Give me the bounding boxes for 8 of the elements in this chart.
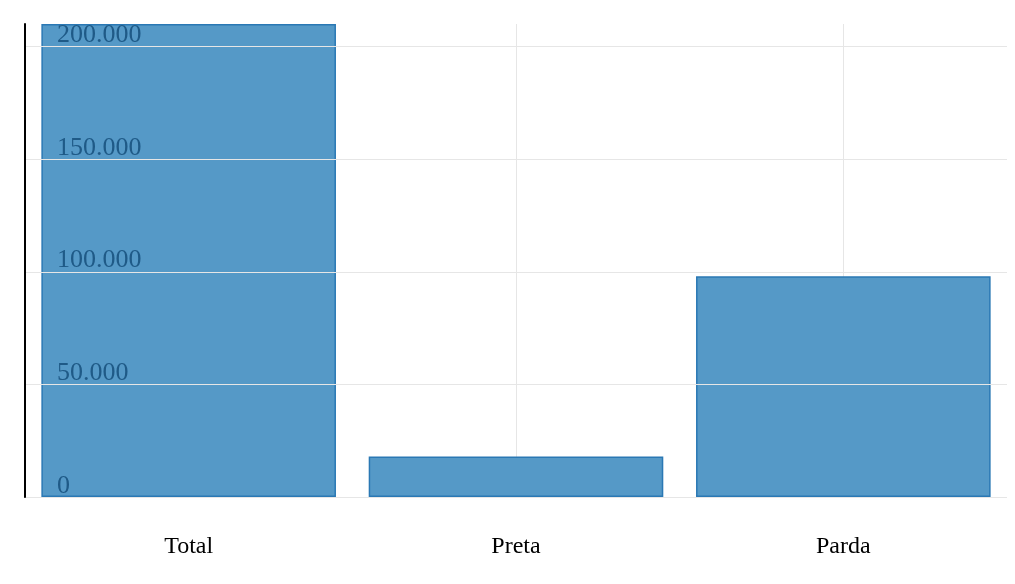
y-tick-label: 0 <box>57 469 70 499</box>
y-tick-label: 50.000 <box>57 356 129 386</box>
y-tick-label: 150.000 <box>57 131 142 161</box>
y-tick-label: 100.000 <box>57 244 142 274</box>
x-tick-label: Preta <box>491 532 541 558</box>
y-tick-label: 200.000 <box>57 19 142 49</box>
x-tick-label: Parda <box>816 532 871 558</box>
x-tick-label: Total <box>164 532 214 558</box>
